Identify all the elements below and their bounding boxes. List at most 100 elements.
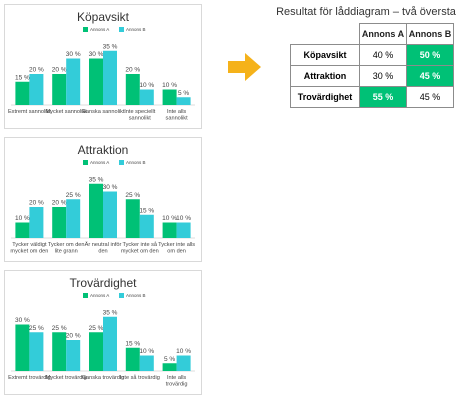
results-cell-a: 55 %	[359, 86, 407, 108]
legend-swatch-b	[119, 293, 124, 298]
chart-title: Trovärdighet	[70, 276, 138, 290]
data-label: 10 %	[15, 215, 30, 222]
legend-label-b: Annons B	[126, 293, 146, 298]
bar-b	[29, 332, 44, 371]
legend-swatch-a	[83, 160, 88, 165]
data-label: 20 %	[66, 333, 81, 340]
results-row-trovardighet: Trovärdighet 55 % 45 %	[290, 86, 454, 108]
data-label: 5 %	[164, 356, 175, 363]
bar-a	[162, 222, 177, 238]
legend-label-a: Annons A	[90, 293, 109, 298]
legend-swatch-b	[119, 27, 124, 32]
data-label: 10 %	[139, 82, 154, 89]
data-label: 15 %	[15, 74, 30, 81]
legend-swatch-a	[83, 293, 88, 298]
category-label: Ganska sannolikt	[82, 109, 125, 115]
data-label: 20 %	[52, 200, 67, 207]
bar-chart-attraktion: Attraktion Annons A Annons B 10 % 20 % Tycker…	[10, 143, 195, 255]
bar-a	[52, 207, 67, 238]
category-label: Mycket sannolikt	[46, 109, 88, 115]
right-arrow-shape	[228, 53, 261, 81]
bar-a	[89, 183, 103, 238]
data-label: 20 %	[29, 67, 44, 74]
bar-b	[103, 191, 117, 238]
bar-b	[139, 89, 154, 105]
category-label: Ganska trovärdig	[82, 375, 125, 381]
bar-b	[103, 316, 117, 371]
category-label: mycket om den	[10, 249, 48, 255]
chart-panel-attraktion: Attraktion Annons A Annons B 10 % 20 % Tycker…	[4, 137, 202, 262]
results-cell-a: 40 %	[359, 44, 407, 66]
category-label: Är neutral inför	[85, 241, 122, 248]
category-label: Extremt trovärdig	[8, 375, 51, 381]
data-label: 35 %	[103, 309, 118, 316]
results-cell-a: 30 %	[359, 65, 407, 87]
category-label: mycket om den	[121, 249, 159, 255]
results-cell-b: 50 %	[406, 44, 454, 66]
bar-b	[29, 74, 44, 105]
bar-b	[66, 58, 81, 105]
data-label: 25 %	[89, 325, 104, 332]
results-row-label: Köpavsikt	[290, 44, 360, 66]
bar-a	[125, 74, 140, 105]
bar-b	[176, 222, 191, 238]
chart-title: Köpavsikt	[77, 10, 130, 24]
category-label: Inte speciellt	[124, 109, 156, 115]
data-label: 30 %	[89, 51, 104, 58]
data-label: 10 %	[176, 348, 191, 355]
results-title: Resultat för låddiagram – två översta	[276, 6, 456, 18]
bar-a	[162, 363, 177, 371]
chart-panel-kopavsikt: Köpavsikt Annons A Annons B 15 % 20 % Extremt…	[4, 4, 202, 129]
data-label: 25 %	[66, 192, 81, 199]
bar-a	[15, 324, 30, 371]
bar-b	[176, 97, 191, 105]
results-row-attraktion: Attraktion 30 % 45 %	[290, 65, 454, 87]
data-label: 10 %	[162, 215, 177, 222]
legend-label-b: Annons B	[126, 160, 146, 165]
data-label: 20 %	[125, 67, 140, 74]
bar-a	[52, 74, 67, 105]
chart-title: Attraktion	[78, 143, 129, 157]
results-row-label: Trovärdighet	[290, 86, 360, 108]
category-label: Inte alls	[167, 109, 186, 115]
chart-panel-trovardighet: Trovärdighet Annons A Annons B 30 % 25 % Extr…	[4, 270, 202, 395]
category-label: Tycker väldigt	[12, 242, 47, 248]
data-label: 25 %	[125, 192, 140, 199]
data-label: 30 %	[66, 51, 81, 58]
category-label: sannolikt	[129, 116, 152, 122]
data-label: 35 %	[103, 43, 118, 50]
data-label: 30 %	[15, 317, 30, 324]
data-label: 35 %	[89, 176, 104, 183]
category-label: Mycket trovärdig	[46, 375, 87, 381]
bar-b	[66, 199, 81, 238]
results-cell-b: 45 %	[406, 65, 454, 87]
data-label: 15 %	[125, 340, 140, 347]
right-arrow-icon	[228, 53, 261, 81]
bar-a	[15, 81, 30, 105]
legend-label-b: Annons B	[126, 27, 146, 32]
bar-a	[125, 199, 140, 238]
results-row-label: Attraktion	[290, 65, 360, 87]
legend-label-a: Annons A	[90, 160, 109, 165]
bar-a	[15, 222, 30, 238]
bar-b	[103, 50, 117, 105]
bar-a	[52, 332, 67, 371]
bar-b	[139, 214, 154, 238]
results-header-row: Annons A Annons B	[291, 23, 454, 45]
bar-b	[176, 355, 191, 371]
data-label: 25 %	[29, 325, 44, 332]
data-label: 30 %	[103, 184, 118, 191]
category-label: den	[98, 249, 107, 255]
data-label: 10 %	[162, 82, 177, 89]
legend-swatch-a	[83, 27, 88, 32]
data-label: 10 %	[176, 215, 191, 222]
category-label: sannolikt	[166, 116, 189, 122]
legend-swatch-b	[119, 160, 124, 165]
legend-label-a: Annons A	[90, 27, 109, 32]
bar-a	[89, 332, 103, 371]
category-label: lite grann	[55, 249, 78, 255]
bar-a	[89, 58, 103, 105]
category-label: Tycker inte så	[123, 241, 158, 248]
results-header-annons-b: Annons B	[406, 23, 454, 45]
category-label: Inte alls	[167, 375, 186, 381]
